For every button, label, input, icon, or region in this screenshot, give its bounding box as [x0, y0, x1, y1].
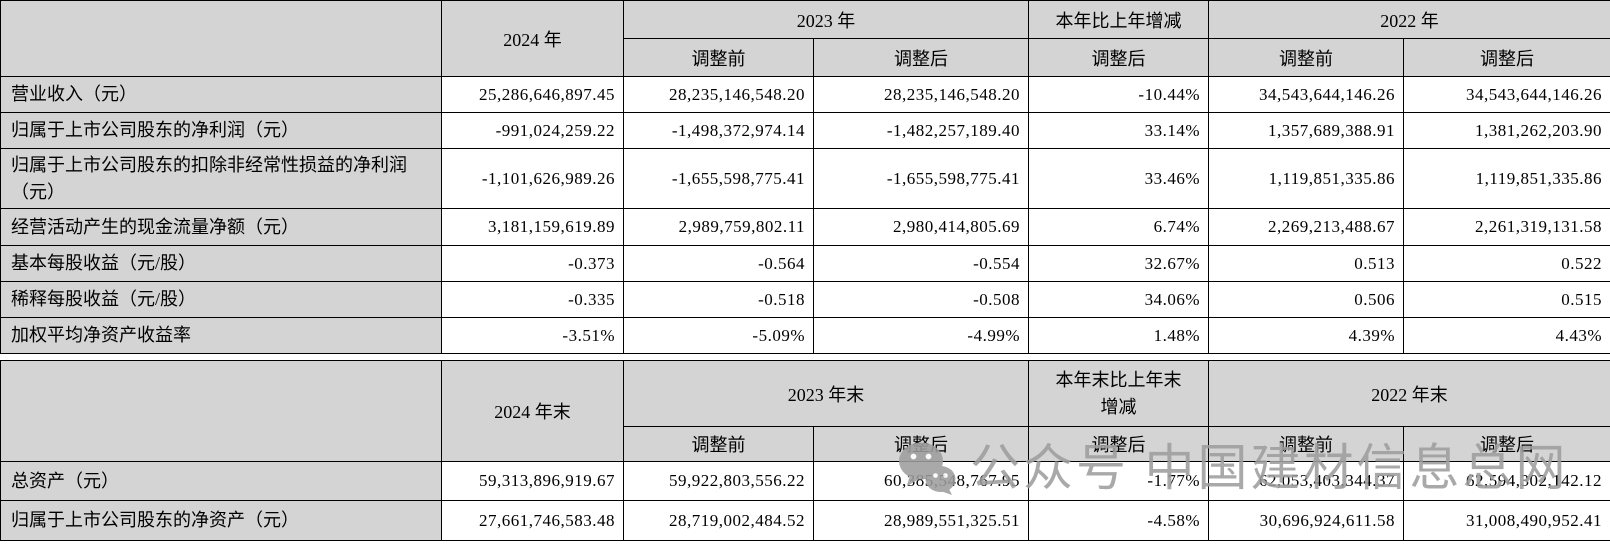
value-2023-before: -0.564 [623, 245, 814, 282]
value-2023-after: -0.554 [813, 245, 1029, 282]
value-2022-before: 0.506 [1208, 281, 1404, 318]
header-2023: 2023 年 [623, 0, 1029, 39]
value-2022-after: 1,119,851,335.86 [1403, 148, 1610, 209]
value-2023-before: -1,655,598,775.41 [623, 148, 814, 209]
table-row: 稀释每股收益（元/股） -0.335 -0.518 -0.508 34.06% … [0, 281, 1610, 318]
value-2022-before: 34,543,644,146.26 [1208, 76, 1404, 113]
value-2024: -0.335 [441, 281, 624, 318]
value-2022-after: 34,543,644,146.26 [1403, 76, 1610, 113]
table-row: 归属于上市公司股东的净利润（元） -991,024,259.22 -1,498,… [0, 112, 1610, 149]
subheader-change-after: 调整后 [1028, 38, 1209, 77]
value-change: 32.67% [1028, 245, 1209, 282]
subheader-2022-before: 调整前 [1208, 38, 1404, 77]
value-change: 6.74% [1028, 208, 1209, 246]
value-2023-before: -0.518 [623, 281, 814, 318]
table-row: 归属于上市公司股东的净资产（元） 27,661,746,583.48 28,71… [0, 500, 1610, 541]
row-label: 归属于上市公司股东的净资产（元） [0, 500, 442, 541]
value-2024: -991,024,259.22 [441, 112, 624, 149]
table-row: 营业收入（元） 25,286,646,897.45 28,235,146,548… [0, 76, 1610, 113]
table-row: 归属于上市公司股东的扣除非经常性损益的净利润（元） -1,101,626,989… [0, 148, 1610, 209]
value-2023-after: 2,980,414,805.69 [813, 208, 1029, 246]
value-2022-before: 1,357,689,388.91 [1208, 112, 1404, 149]
header-2024-yearend: 2024 年末 [441, 360, 624, 462]
subheader-2023-after: 调整后 [813, 426, 1029, 462]
value-2023-after: 28,989,551,325.51 [813, 500, 1029, 541]
value-change: -1.77% [1028, 461, 1209, 501]
yearend-indicators-table: 2024 年末 2023 年末 本年末比上年末 增减 2022 年末 调整前 调… [0, 360, 1610, 541]
table-row: 加权平均净资产收益率 -3.51% -5.09% -4.99% 1.48% 4.… [0, 317, 1610, 354]
value-2023-before: 59,922,803,556.22 [623, 461, 814, 501]
value-2024: 59,313,896,919.67 [441, 461, 624, 501]
blank-corner-cell [0, 360, 442, 462]
value-2023-after: -0.508 [813, 281, 1029, 318]
value-change: 33.14% [1028, 112, 1209, 149]
value-2023-before: 2,989,759,802.11 [623, 208, 814, 246]
header-2022-yearend: 2022 年末 [1208, 360, 1610, 427]
row-label: 归属于上市公司股东的净利润（元） [0, 112, 442, 149]
header-change: 本年比上年增减 [1028, 0, 1209, 39]
value-2023-after: -1,655,598,775.41 [813, 148, 1029, 209]
subheader-2022-before: 调整前 [1208, 426, 1404, 462]
header-2023-yearend: 2023 年末 [623, 360, 1029, 427]
value-2022-after: 62,594,302,142.12 [1403, 461, 1610, 501]
value-2023-before: -5.09% [623, 317, 814, 354]
value-2024: -0.373 [441, 245, 624, 282]
value-2022-after: 4.43% [1403, 317, 1610, 354]
value-2022-before: 62,053,403,344.37 [1208, 461, 1404, 501]
value-2023-before: 28,235,146,548.20 [623, 76, 814, 113]
value-2022-after: 1,381,262,203.90 [1403, 112, 1610, 149]
annual-indicators-table: 2024 年 2023 年 本年比上年增减 2022 年 调整前 调整后 调整后… [0, 0, 1610, 354]
row-label: 稀释每股收益（元/股） [0, 281, 442, 318]
value-2024: 25,286,646,897.45 [441, 76, 624, 113]
header-2024: 2024 年 [441, 0, 624, 77]
value-2024: 27,661,746,583.48 [441, 500, 624, 541]
value-change: 34.06% [1028, 281, 1209, 318]
value-2022-after: 2,261,319,131.58 [1403, 208, 1610, 246]
table-row: 基本每股收益（元/股） -0.373 -0.564 -0.554 32.67% … [0, 245, 1610, 282]
value-2022-before: 30,696,924,611.58 [1208, 500, 1404, 541]
value-change: 1.48% [1028, 317, 1209, 354]
value-change: -10.44% [1028, 76, 1209, 113]
table-row: 总资产（元） 59,313,896,919.67 59,922,803,556.… [0, 461, 1610, 501]
value-change: 33.46% [1028, 148, 1209, 209]
value-2023-after: 28,235,146,548.20 [813, 76, 1029, 113]
value-change: -4.58% [1028, 500, 1209, 541]
row-label: 归属于上市公司股东的扣除非经常性损益的净利润（元） [0, 148, 442, 209]
subheader-2023-before: 调整前 [623, 38, 814, 77]
value-2022-before: 2,269,213,488.67 [1208, 208, 1404, 246]
value-2023-after: -4.99% [813, 317, 1029, 354]
row-label: 总资产（元） [0, 461, 442, 501]
subheader-change-after: 调整后 [1028, 426, 1209, 462]
row-label: 基本每股收益（元/股） [0, 245, 442, 282]
value-2023-after: 60,385,548,767.95 [813, 461, 1029, 501]
value-2022-before: 1,119,851,335.86 [1208, 148, 1404, 209]
value-2022-before: 4.39% [1208, 317, 1404, 354]
value-2023-after: -1,482,257,189.40 [813, 112, 1029, 149]
value-2022-after: 0.515 [1403, 281, 1610, 318]
value-2023-before: 28,719,002,484.52 [623, 500, 814, 541]
table-gap [0, 354, 1610, 360]
subheader-2022-after: 调整后 [1403, 426, 1610, 462]
value-2023-before: -1,498,372,974.14 [623, 112, 814, 149]
blank-corner-cell [0, 0, 442, 77]
subheader-2022-after: 调整后 [1403, 38, 1610, 77]
table-row: 经营活动产生的现金流量净额（元） 3,181,159,619.89 2,989,… [0, 208, 1610, 246]
row-label: 经营活动产生的现金流量净额（元） [0, 208, 442, 246]
header-2022: 2022 年 [1208, 0, 1610, 39]
subheader-2023-after: 调整后 [813, 38, 1029, 77]
header-yearend-change: 本年末比上年末 增减 [1028, 360, 1209, 427]
subheader-2023-before: 调整前 [623, 426, 814, 462]
value-2024: -1,101,626,989.26 [441, 148, 624, 209]
row-label: 营业收入（元） [0, 76, 442, 113]
value-2022-after: 0.522 [1403, 245, 1610, 282]
row-label: 加权平均净资产收益率 [0, 317, 442, 354]
value-2022-before: 0.513 [1208, 245, 1404, 282]
value-2024: -3.51% [441, 317, 624, 354]
value-2022-after: 31,008,490,952.41 [1403, 500, 1610, 541]
value-2024: 3,181,159,619.89 [441, 208, 624, 246]
